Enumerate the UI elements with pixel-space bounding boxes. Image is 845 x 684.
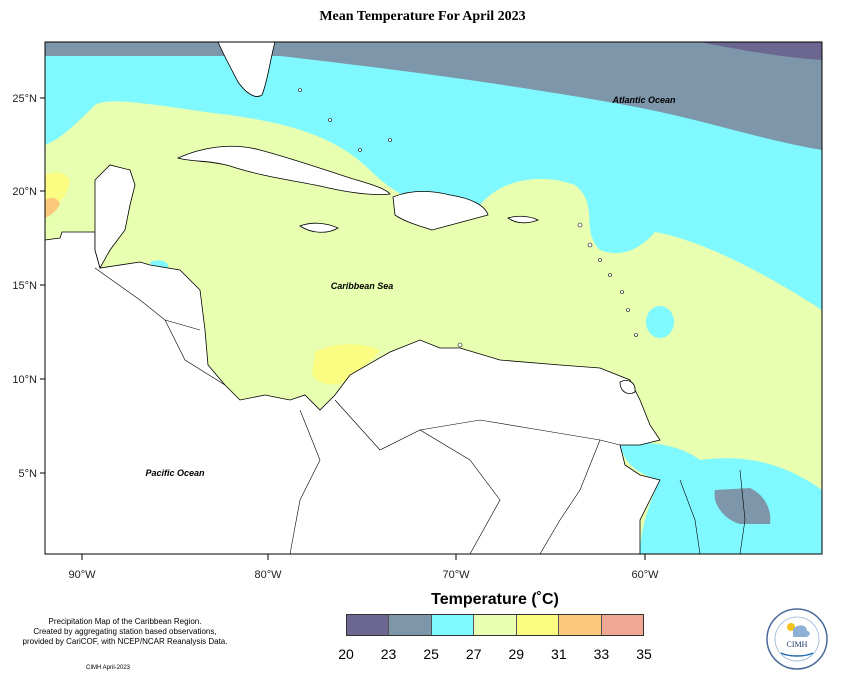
hispaniola <box>392 191 489 231</box>
lon-label-80: 80°W <box>254 569 282 581</box>
lat-label-10: 10°N <box>12 374 37 386</box>
legend-tick-label: 35 <box>636 646 652 662</box>
legend-tick-label: 20 <box>338 646 354 662</box>
legend-swatch <box>389 615 432 635</box>
lon-label-90: 90°W <box>68 569 96 581</box>
land <box>45 42 661 554</box>
legend-tick-label: 23 <box>380 646 397 662</box>
cimh-logo-icon: CIMH <box>766 608 828 670</box>
band-23-25-nw <box>45 42 100 52</box>
legend-tick-label: 31 <box>551 646 567 662</box>
lon-label-60: 60°W <box>631 569 659 581</box>
patch-25-27-east <box>646 306 674 338</box>
lon-label-70: 70°W <box>442 569 470 581</box>
lat-label-20: 20°N <box>12 186 37 198</box>
credit-text: CIMH April-2023 <box>86 665 131 671</box>
lat-label-15: 15°N <box>12 280 37 292</box>
small-islands <box>298 88 638 348</box>
legend-ticks: 20 23 25 27 29 31 33 35 <box>338 646 652 662</box>
trinidad <box>619 380 636 394</box>
note-line-3: provided by CariCOF, with NCEP/NCAR Rean… <box>22 637 228 646</box>
logo-text: CIMH <box>787 640 808 649</box>
legend-swatch <box>347 615 390 635</box>
legend-tick-label: 27 <box>465 646 482 662</box>
band-20-23-ne <box>700 42 822 60</box>
jamaica <box>299 222 339 233</box>
caribbean-sea-label: Caribbean Sea <box>331 281 394 291</box>
map-frame <box>44 41 823 555</box>
legend-swatch <box>474 615 517 635</box>
lat-label-25: 25°N <box>12 93 37 105</box>
note-line-2: Created by aggregating station based obs… <box>33 627 217 636</box>
legend-swatch <box>559 615 602 635</box>
band-31-33-west <box>45 197 60 218</box>
band-29-31-honduras <box>312 344 380 385</box>
yucatan <box>94 164 136 270</box>
legend-colorbar <box>346 614 644 636</box>
lon-ticks <box>81 554 646 560</box>
map-note: Precipitation Map of the Caribbean Regio… <box>20 617 230 647</box>
map-title: Mean Temperature For April 2023 <box>319 9 526 24</box>
mainland-south <box>45 231 661 554</box>
pacific-ocean-label: Pacific Ocean <box>145 468 205 478</box>
legend-title: Temperature (˚C) <box>431 591 559 608</box>
patch-23-25-guiana <box>714 488 771 524</box>
borders <box>94 267 746 554</box>
puerto-rico <box>507 215 539 224</box>
legend-tick-label: 33 <box>593 646 610 662</box>
legend-tick-label: 29 <box>508 646 525 662</box>
lat-ticks <box>40 97 45 474</box>
legend-swatch <box>516 615 560 635</box>
legend-swatch <box>431 615 475 635</box>
band-23-25 <box>45 42 822 150</box>
note-line-1: Precipitation Map of the Caribbean Regio… <box>48 617 202 626</box>
florida <box>217 42 276 97</box>
atlantic-ocean-label: Atlantic Ocean <box>611 95 676 105</box>
legend-tick-label: 25 <box>423 646 439 662</box>
legend-swatch <box>601 615 643 635</box>
lat-label-5: 5°N <box>19 468 38 480</box>
cuba <box>176 145 391 195</box>
